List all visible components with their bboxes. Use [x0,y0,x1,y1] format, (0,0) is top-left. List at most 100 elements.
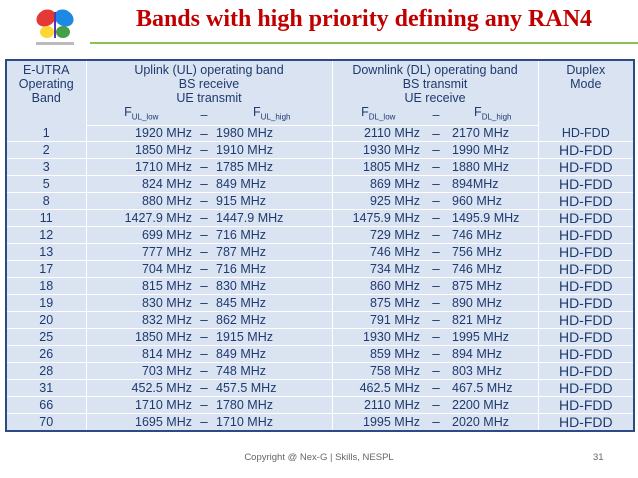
duplex-mode: HD-FDD [538,328,635,346]
column-header: Downlink (DL) operating band BS transmit U… [332,60,539,105]
frequency: 894 MHz [448,345,539,363]
frequency: 1850 MHz [86,141,196,159]
frequency: 2170 MHz [448,125,539,142]
subheader-main: F [474,105,482,119]
range-dash: – [424,158,449,176]
title-rule [90,42,638,44]
range-dash: – [196,379,212,397]
band-row: 5 824 MHz –849 MHz 869 MHz –894MHz HD-FDD [6,175,635,193]
band-row: 66 1710 MHz –1780 MHz 2110 MHz –2200 MHz HD-F… [6,396,635,414]
frequency: 1805 MHz [332,158,425,176]
range-dash: – [196,294,212,312]
frequency: 830 MHz [86,294,196,312]
band-number: 70 [6,413,87,431]
duplex-mode: HD-FDD [538,226,635,244]
frequency: 880 MHz [86,192,196,210]
frequency: 824 MHz [86,175,196,193]
band-number: 18 [6,277,87,295]
header-line: UE transmit [176,91,242,105]
band-row: 17 704 MHz –716 MHz 734 MHz –746 MHz HD-FDD [6,260,635,278]
range-dash: – [196,396,212,414]
header-line: E-UTRA [22,63,70,77]
frequency: 832 MHz [86,311,196,329]
frequency: 467.5 MHz [448,379,539,397]
band-row: 26 814 MHz –849 MHz 859 MHz –894 MHz HD-FDD [6,345,635,363]
frequency: 869 MHz [332,175,425,193]
bands-table: E-UTRA Operating Band Uplink (UL) operating… [5,59,636,432]
band-row: 12 699 MHz –716 MHz 729 MHz –746 MHz HD-FDD [6,226,635,244]
subheader: – [196,105,212,126]
frequency: 787 MHz [212,243,333,261]
band-row: 8 880 MHz –915 MHz 925 MHz –960 MHz HD-FDD [6,192,635,210]
range-dash: – [424,260,449,278]
subheader: FUL_low [86,105,196,126]
range-dash: – [424,379,449,397]
header-line: Band [31,91,61,105]
frequency: 729 MHz [332,226,425,244]
band-number: 66 [6,396,87,414]
duplex-mode: HD-FDD [538,311,635,329]
frequency: 699 MHz [86,226,196,244]
duplex-mode: HD-FDD [538,141,635,159]
band-number: 19 [6,294,87,312]
duplex-mode: HD-FDD [538,175,635,193]
frequency: 894MHz [448,175,539,193]
frequency: 1995 MHz [448,328,539,346]
frequency: 1780 MHz [212,396,333,414]
frequency: 1930 MHz [332,328,425,346]
frequency: 875 MHz [332,294,425,312]
frequency: 815 MHz [86,277,196,295]
frequency: 862 MHz [212,311,333,329]
frequency: 704 MHz [86,260,196,278]
range-dash: – [424,192,449,210]
frequency: 849 MHz [212,345,333,363]
range-dash: – [196,362,212,380]
duplex-mode: HD-FDD [538,192,635,210]
duplex-mode: HD-FDD [538,379,635,397]
frequency: 1427.9 MHz [86,209,196,227]
frequency: 2200 MHz [448,396,539,414]
duplex-mode: HD-FDD [538,294,635,312]
range-dash: – [424,226,449,244]
range-dash: – [196,260,212,278]
header-line: Duplex [566,63,606,77]
range-dash: – [196,141,212,159]
frequency: 734 MHz [332,260,425,278]
frequency: 803 MHz [448,362,539,380]
header-line: BS receive [178,77,240,91]
frequency: 746 MHz [448,260,539,278]
band-row: 2 1850 MHz –1910 MHz 1930 MHz –1990 MHz HD-FD… [6,141,635,159]
frequency: 716 MHz [212,226,333,244]
range-dash: – [196,158,212,176]
frequency: 791 MHz [332,311,425,329]
duplex-mode: HD-FDD [538,345,635,363]
subheader: FDL_low [332,105,425,126]
band-number: 20 [6,311,87,329]
column-header: Uplink (UL) operating band BS receive UE t… [86,60,333,105]
duplex-mode: HD-FDD [538,158,635,176]
band-number: 28 [6,362,87,380]
frequency: 1880 MHz [448,158,539,176]
frequency: 2110 MHz [332,125,425,142]
frequency: 860 MHz [332,277,425,295]
band-number: 31 [6,379,87,397]
logo [36,9,74,45]
duplex-mode: HD-FDD [538,396,635,414]
subheader: FUL_high [212,105,333,126]
range-dash: – [196,413,212,431]
frequency: 1990 MHz [448,141,539,159]
band-number: 25 [6,328,87,346]
band-row: 25 1850 MHz –1915 MHz 1930 MHz –1995 MHz HD-F… [6,328,635,346]
range-dash: – [424,311,449,329]
subheader-sub: UL_high [260,112,291,122]
column-header: E-UTRA Operating Band [6,60,87,125]
duplex-mode: HD-FDD [538,125,635,142]
band-number: 11 [6,209,87,227]
duplex-mode: HD-FDD [538,260,635,278]
range-dash: – [424,362,449,380]
range-dash: – [196,125,212,142]
band-row: 13 777 MHz –787 MHz 746 MHz –756 MHz HD-FDD [6,243,635,261]
band-row: 31 452.5 MHz –457.5 MHz 462.5 MHz –467.5 MHz… [6,379,635,397]
frequency: 457.5 MHz [212,379,333,397]
